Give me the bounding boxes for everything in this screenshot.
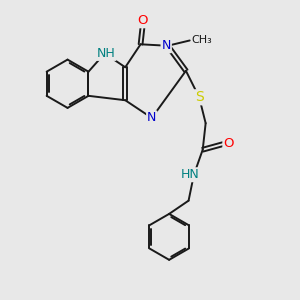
Text: NH: NH (97, 47, 116, 60)
Text: O: O (224, 137, 234, 150)
Text: CH₃: CH₃ (192, 35, 212, 46)
Text: HN: HN (181, 168, 200, 181)
Text: N: N (161, 39, 171, 52)
Text: S: S (195, 90, 204, 104)
Text: O: O (138, 14, 148, 27)
Text: N: N (147, 111, 157, 124)
